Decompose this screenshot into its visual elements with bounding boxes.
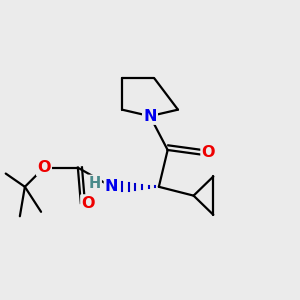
Text: O: O (81, 196, 95, 211)
Text: N: N (143, 109, 157, 124)
Text: O: O (37, 160, 51, 175)
Text: N: N (105, 179, 119, 194)
Text: O: O (202, 146, 215, 160)
Text: H: H (88, 176, 101, 191)
